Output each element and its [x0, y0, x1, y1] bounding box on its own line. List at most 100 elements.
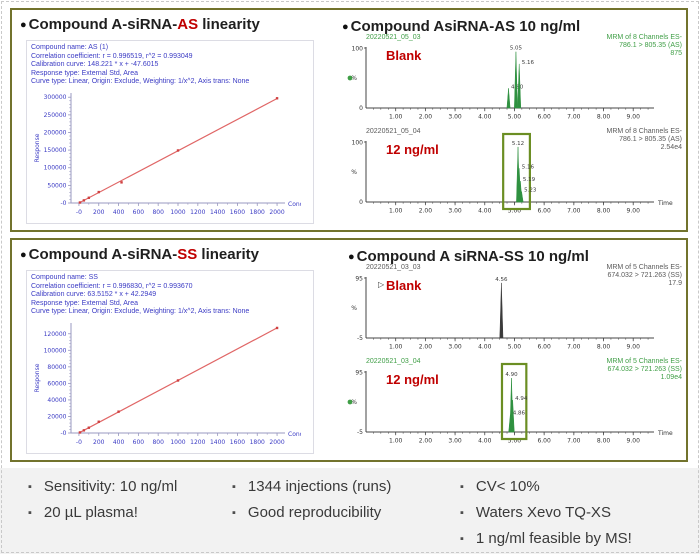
bullet-icon: ● — [348, 251, 355, 263]
bullet-column-3: ▪ CV< 10% ▪ Waters Xevo TQ-XS ▪ 1 ng/ml fea… — [460, 478, 632, 554]
sample-label: 12 ng/ml — [386, 142, 439, 157]
ss-chromatogram-section: ● Compound A siRNA-SS 10 ng/ml 20220521_0… — [342, 244, 688, 460]
svg-text:7.00: 7.00 — [567, 208, 581, 215]
list-item: ▪ Waters Xevo TQ-XS — [460, 504, 611, 521]
svg-text:8.00: 8.00 — [597, 114, 611, 121]
svg-text:60000: 60000 — [47, 380, 66, 387]
ss-linearity-section: ● Compound A-siRNA-SS linearity Compound … — [18, 244, 338, 458]
bullet-column-2: ▪ 1344 injections (runs) ▪ Good reproducib… — [232, 478, 391, 530]
svg-text:%: % — [351, 399, 357, 406]
list-item: ▪ Sensitivity: 10 ng/ml — [28, 478, 178, 495]
chromatogram-plot-svg: 95 -5% 1.00 2.00 3.00 4.00 5.00 6.00 7.00 8.00 9.0… — [351, 276, 654, 351]
svg-text:1.00: 1.00 — [389, 208, 403, 215]
svg-text:5.00: 5.00 — [508, 438, 522, 445]
svg-text:5.05: 5.05 — [510, 46, 523, 52]
run-label: 20220521_05_04 — [366, 128, 421, 135]
svg-text:4.00: 4.00 — [478, 438, 492, 445]
svg-text:100000: 100000 — [44, 165, 67, 172]
svg-text:80000: 80000 — [47, 364, 66, 371]
square-bullet-icon: ▪ — [460, 507, 464, 519]
mrm-annotation: MRM of 5 Channels ES- 674.032 > 721.263 … — [606, 264, 682, 287]
as-chromatogram-title: ● Compound AsiRNA-AS 10 ng/ml — [342, 18, 581, 35]
bullet-icon: ● — [342, 21, 349, 33]
svg-text:3.00: 3.00 — [448, 344, 462, 351]
svg-text:9.00: 9.00 — [627, 114, 641, 121]
info-line: Compound name: AS (1) — [31, 44, 109, 51]
svg-text:5.16: 5.16 — [522, 60, 535, 66]
svg-text:2000: 2000 — [269, 209, 284, 216]
svg-text:1600: 1600 — [230, 209, 245, 216]
bullet-icon: ● — [20, 249, 27, 261]
svg-text:800: 800 — [152, 439, 164, 446]
ss-linearity-title: ● Compound A-siRNA-SS linearity — [20, 246, 259, 263]
svg-text:4.94: 4.94 — [515, 396, 528, 402]
list-item: ▪ Good reproducibility — [232, 504, 382, 521]
run-label: 20220521_05_03 — [366, 34, 421, 41]
svg-text:800: 800 — [152, 209, 164, 216]
svg-text:200: 200 — [93, 209, 105, 216]
chromatogram-plot-svg: 95 -5% 1.00 2.00 3.00 4.00 5.00 6.00 7.00 8.00 9.0… — [347, 362, 673, 445]
as-calibration-infobox: Compound name: AS (1) Correlation coeffi… — [26, 40, 314, 224]
svg-text:1600: 1600 — [230, 439, 245, 446]
run-label: 20220521_03_04 — [366, 358, 421, 365]
square-bullet-icon: ▪ — [232, 481, 236, 493]
svg-text:-0: -0 — [61, 430, 67, 437]
svg-text:3.00: 3.00 — [448, 114, 462, 121]
svg-text:5.00: 5.00 — [508, 344, 522, 351]
svg-text:2.00: 2.00 — [419, 114, 433, 121]
svg-text:1000: 1000 — [170, 439, 185, 446]
mrm-annotation: MRM of 5 Channels ES- 674.032 > 721.263 … — [606, 358, 682, 381]
svg-text:1200: 1200 — [190, 209, 205, 216]
mrm-annotation: MRM of 8 Channels ES- 786.1 > 805.35 (AS… — [606, 34, 682, 57]
svg-text:%: % — [351, 305, 357, 312]
svg-text:20000: 20000 — [47, 413, 66, 420]
svg-text:200: 200 — [93, 439, 105, 446]
info-line: Curve type: Linear, Origin: Exclude, Wei… — [31, 78, 250, 85]
info-line: Calibration curve: 63.5152 * x + 42.2949 — [31, 291, 157, 298]
svg-text:40000: 40000 — [47, 397, 66, 404]
svg-text:7.00: 7.00 — [567, 438, 581, 445]
panel-as: ● Compound A-siRNA-AS linearity Compound … — [10, 8, 688, 232]
svg-text:300000: 300000 — [44, 94, 67, 101]
square-bullet-icon: ▪ — [28, 507, 32, 519]
svg-text:Time: Time — [657, 430, 673, 437]
info-line: Calibration curve: 148.221 * x + -47.601… — [31, 61, 159, 68]
svg-text:50000: 50000 — [47, 182, 66, 189]
svg-text:4.00: 4.00 — [478, 208, 492, 215]
svg-text:-5: -5 — [357, 429, 363, 436]
chromatogram-plot-svg: 100 0% 1.00 2.00 3.00 4.00 5.00 6.00 7.00 8.00 9.0… — [351, 132, 673, 215]
bullet-icon: ● — [20, 19, 27, 31]
square-bullet-icon: ▪ — [460, 533, 464, 545]
list-item: ▪ CV< 10% — [460, 478, 540, 495]
svg-text:7.00: 7.00 — [567, 114, 581, 121]
svg-text:2.00: 2.00 — [419, 208, 433, 215]
scatter-plot-svg: -0 200 400 600 800 1000 1200 1400 1600 1800 2000 -0… — [34, 323, 301, 446]
svg-text:1200: 1200 — [190, 439, 205, 446]
svg-text:0: 0 — [359, 199, 363, 206]
ss-blank-chromatogram: 20220521_03_03 MRM of 5 Channels ES- 674… — [342, 264, 690, 358]
svg-text:Time: Time — [657, 200, 673, 207]
svg-text:3.00: 3.00 — [448, 438, 462, 445]
svg-text:Conc: Conc — [288, 201, 301, 208]
list-item: ▪ 1344 injections (runs) — [232, 478, 392, 495]
svg-text:-0: -0 — [76, 209, 82, 216]
svg-text:Conc: Conc — [288, 431, 301, 438]
as-blank-chromatogram: 20220521_05_03 MRM of 8 Channels ES- 786… — [342, 34, 690, 128]
info-line: Response type: External Std, Area — [31, 299, 139, 307]
svg-text:150000: 150000 — [44, 147, 67, 154]
bullet-column-1: ▪ Sensitivity: 10 ng/ml ▪ 20 µL plasma! — [28, 478, 177, 530]
svg-text:100000: 100000 — [44, 347, 67, 354]
ss-12ng-chromatogram: 20220521_03_04 MRM of 5 Channels ES- 674… — [342, 358, 690, 452]
svg-text:9.00: 9.00 — [627, 344, 641, 351]
svg-text:1000: 1000 — [170, 209, 185, 216]
svg-text:1800: 1800 — [250, 439, 265, 446]
as-linearity-title: ● Compound A-siRNA-AS linearity — [20, 16, 260, 33]
svg-text:1.00: 1.00 — [389, 438, 403, 445]
svg-text:8.00: 8.00 — [597, 438, 611, 445]
svg-text:5.23: 5.23 — [524, 188, 537, 194]
as-linearity-section: ● Compound A-siRNA-AS linearity Compound … — [18, 14, 338, 228]
svg-text:3.00: 3.00 — [448, 208, 462, 215]
svg-text:5.00: 5.00 — [508, 114, 522, 121]
svg-text:6.00: 6.00 — [537, 114, 551, 121]
